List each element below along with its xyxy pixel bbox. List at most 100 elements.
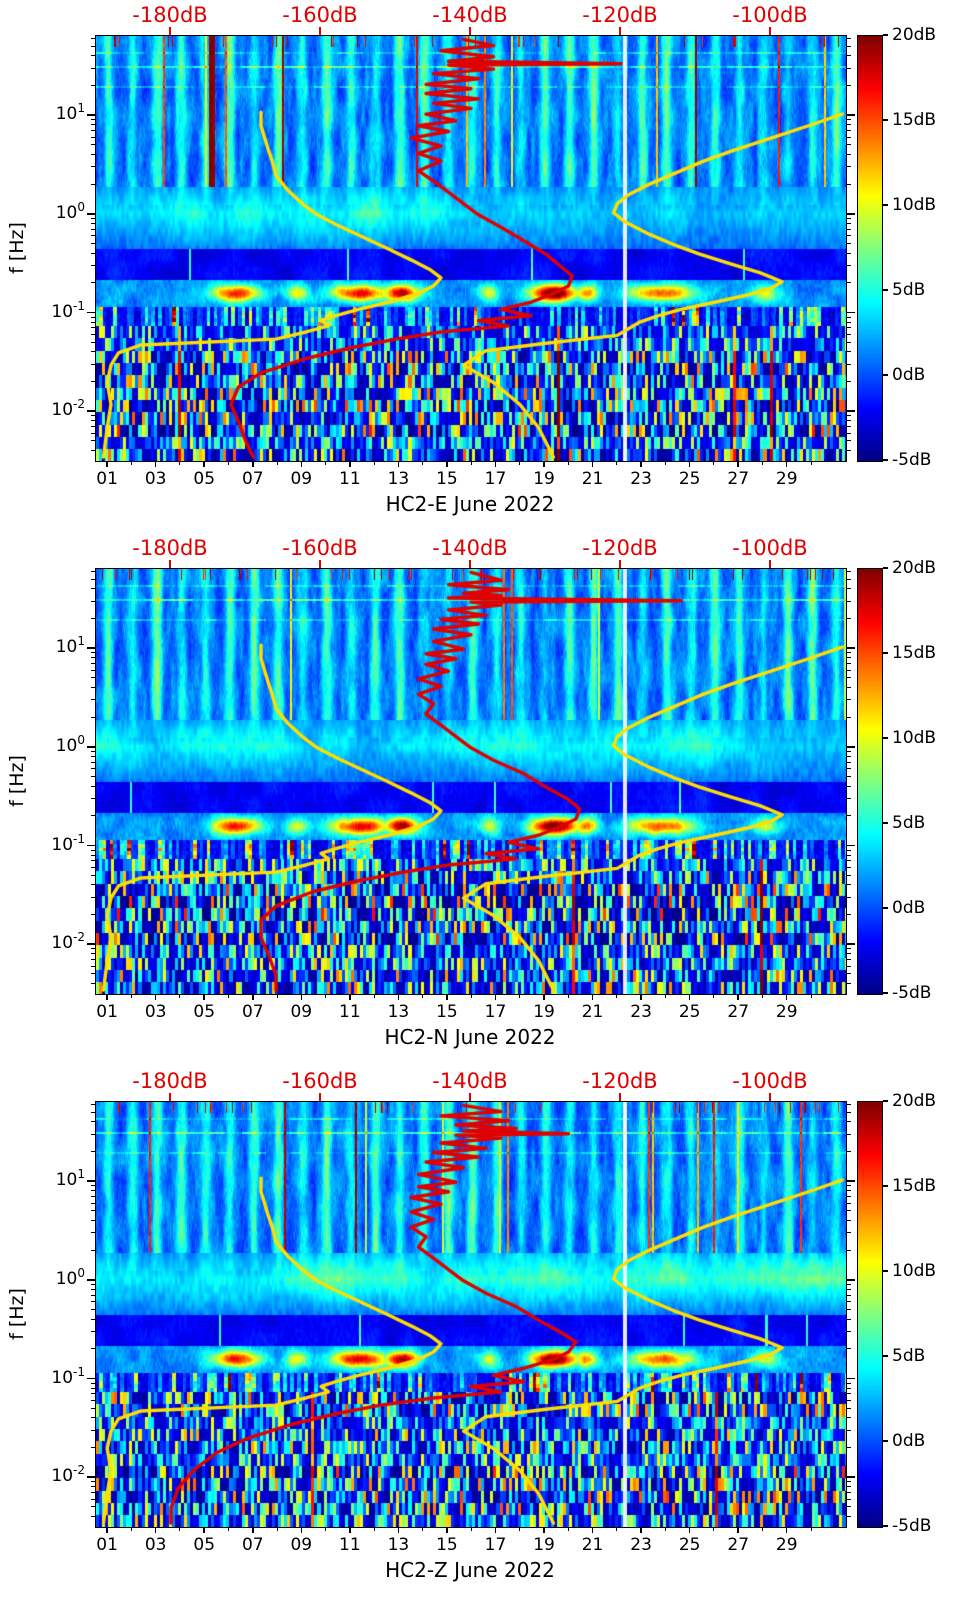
y-tick-right	[847, 1476, 855, 1478]
y-minor-tick	[91, 45, 95, 47]
y-tick-right	[847, 1377, 855, 1380]
y-minor-tick	[91, 1202, 95, 1204]
y-tick-exponent: 0	[77, 732, 85, 747]
x-tick-label: 17	[484, 1002, 507, 1022]
y-minor-tick-right	[847, 415, 851, 417]
colorbar-label: 15dB	[892, 1176, 937, 1196]
y-tick-label: 101	[39, 101, 85, 124]
y-minor-tick	[91, 1399, 95, 1401]
y-minor-tick	[91, 1506, 95, 1508]
panel-hc2-n: -180dB -160dB -140dB -120dB -100dB 101 100 10-1…	[0, 533, 962, 1066]
x-tick	[203, 1527, 205, 1533]
colorbar-label: 10dB	[892, 728, 937, 748]
y-minor-tick-right	[847, 1506, 851, 1508]
y-tick-label: 10-1	[39, 832, 85, 855]
y-minor-tick	[91, 884, 95, 886]
colorbar-tick	[883, 907, 888, 909]
top-axis-tick	[618, 1093, 622, 1101]
y-minor-tick-right	[847, 420, 851, 422]
y-minor-tick-right	[847, 1515, 851, 1517]
y-minor-tick	[91, 948, 95, 950]
x-tick	[349, 1527, 351, 1533]
y-minor-tick	[91, 1407, 95, 1409]
y-tick-label: 10-1	[39, 1365, 85, 1388]
y-minor-tick-right	[847, 815, 851, 817]
y-tick-label: 10-1	[39, 299, 85, 322]
y-minor-tick	[91, 1382, 95, 1384]
x-minor-tick	[373, 1527, 375, 1531]
x-minor-tick	[567, 1527, 569, 1531]
colorbar-label: 0dB	[892, 898, 926, 918]
y-tick-label: 10-2	[39, 397, 85, 420]
x-tick-label: 25	[678, 1002, 701, 1022]
x-minor-tick	[713, 461, 715, 465]
y-minor-tick-right	[847, 1348, 851, 1350]
x-minor-tick	[519, 1527, 521, 1531]
y-tick-base: 10	[51, 834, 74, 855]
y-tick-right	[847, 647, 855, 649]
colorbar-tick	[883, 34, 888, 36]
x-tick	[591, 1527, 594, 1533]
colorbar-label: 20dB	[892, 1091, 937, 1111]
y-minor-tick	[91, 982, 95, 984]
top-axis-tick	[468, 560, 472, 568]
y-minor-tick-right	[847, 1249, 851, 1251]
y-minor-tick-right	[847, 953, 851, 955]
y-minor-tick-right	[847, 1393, 851, 1395]
y-minor-tick	[91, 380, 95, 382]
y-minor-tick-right	[847, 1288, 851, 1290]
x-tick-label: 13	[387, 469, 410, 489]
colorbar-label: 5dB	[892, 1346, 926, 1366]
x-tick-label: 09	[290, 1002, 313, 1022]
x-minor-tick	[227, 994, 229, 998]
y-minor-tick	[91, 854, 95, 856]
x-minor-tick	[325, 994, 327, 998]
x-minor-tick	[325, 461, 327, 465]
y-minor-tick-right	[847, 1210, 851, 1212]
x-minor-tick	[179, 1527, 181, 1531]
y-minor-tick	[91, 1429, 95, 1431]
colorbar-label: -5dB	[892, 450, 932, 470]
x-tick	[494, 461, 497, 467]
y-minor-tick	[91, 849, 95, 851]
x-minor-tick	[422, 994, 424, 998]
x-tick-label: 23	[630, 1535, 652, 1555]
y-tick-base: 10	[51, 933, 74, 954]
y-minor-tick	[91, 222, 95, 224]
y-minor-tick	[91, 144, 95, 146]
y-minor-tick-right	[847, 252, 851, 254]
y-minor-tick	[91, 874, 95, 876]
y-minor-tick-right	[847, 866, 851, 868]
y-minor-tick	[91, 588, 95, 590]
y-minor-tick	[91, 243, 95, 245]
y-minor-tick	[91, 657, 95, 659]
x-minor-tick	[567, 994, 569, 998]
y-minor-tick-right	[847, 136, 851, 138]
y-tick	[87, 410, 95, 412]
top-axis-label: -100dB	[732, 1069, 808, 1093]
y-minor-tick	[91, 797, 95, 799]
y-minor-tick	[91, 321, 95, 323]
y-minor-tick-right	[847, 854, 851, 856]
x-tick-label: 03	[144, 1535, 167, 1555]
y-tick-label: 100	[39, 732, 85, 756]
y-tick-right	[847, 1180, 855, 1182]
x-minor-tick	[276, 1527, 278, 1531]
y-minor-tick-right	[847, 282, 851, 284]
y-minor-tick-right	[847, 1429, 851, 1431]
y-minor-tick	[91, 264, 95, 266]
x-minor-tick	[373, 461, 375, 465]
y-minor-tick-right	[847, 1111, 851, 1113]
top-axis-tick	[468, 27, 472, 35]
y-tick-exponent: -2	[73, 930, 85, 945]
y-minor-tick-right	[847, 321, 851, 323]
panel-hc2-z: -180dB -160dB -140dB -120dB -100dB 101 100 10-1…	[0, 1066, 962, 1599]
x-minor-tick	[761, 994, 763, 998]
y-tick	[87, 213, 95, 215]
y-minor-tick	[91, 119, 95, 121]
colorbar-label: 10dB	[892, 1261, 937, 1281]
top-axis-label: -140dB	[432, 3, 508, 27]
top-axis-label: -160dB	[282, 3, 358, 27]
top-axis-tick	[468, 1093, 472, 1101]
y-minor-tick	[91, 755, 95, 757]
